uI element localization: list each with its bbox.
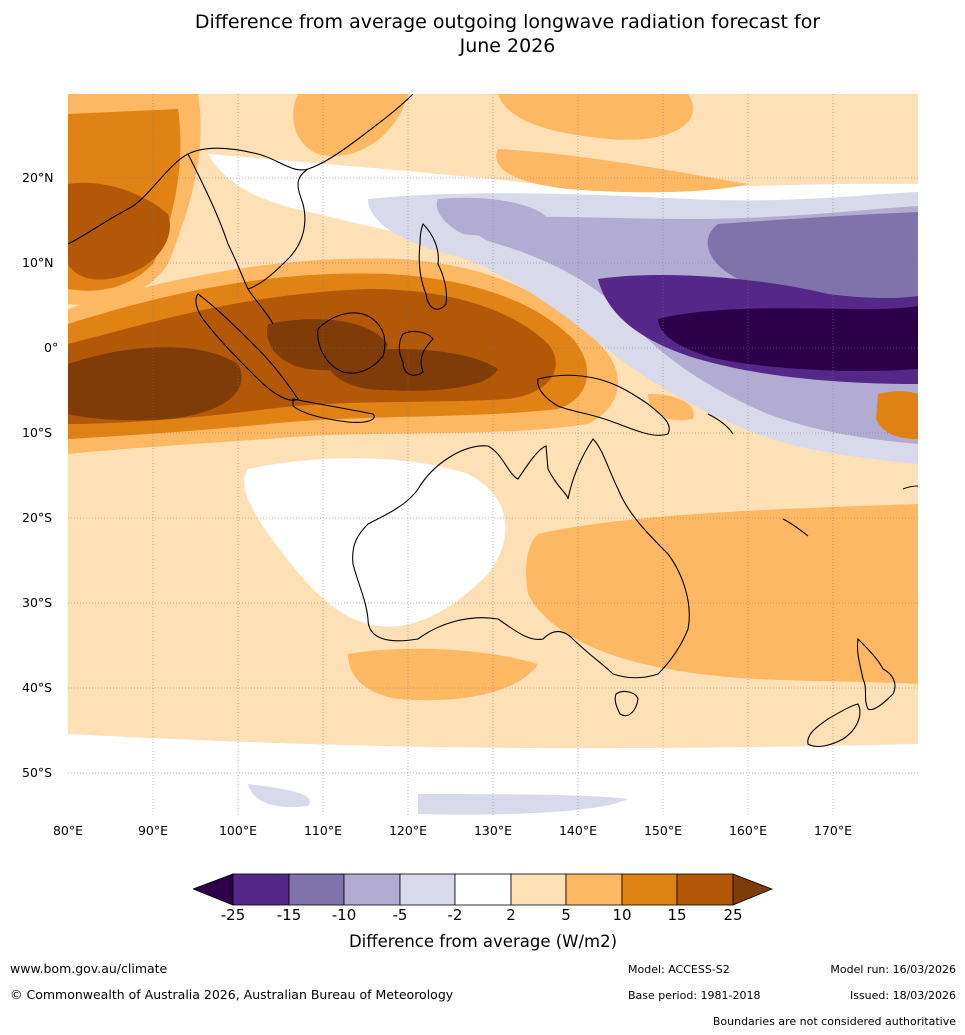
new-guinea-coastline [537, 374, 670, 436]
colorbar [193, 873, 773, 906]
solomon-islands-coastline [707, 413, 734, 435]
colorbar-tick-2: 2 [506, 906, 516, 924]
lon-label-130e: 130°E [473, 823, 512, 838]
graticule [68, 94, 918, 816]
positive-region-northwest-core [68, 182, 170, 280]
lat-label-equator: 0° [44, 340, 59, 355]
colorbar-swatch-m2-2 [454, 873, 512, 906]
negative-region-south-2 [418, 794, 628, 815]
colorbar-tick-m15: -15 [276, 906, 302, 924]
lat-label-20s: 20°S [22, 510, 53, 525]
colorbar-arrow-left [193, 873, 234, 906]
model-run-text: Model run: 16/03/2026 [830, 963, 956, 976]
colorbar-tick-15: 15 [667, 906, 687, 924]
issued-text: Issued: 18/03/2026 [849, 989, 956, 1002]
near-average-region-australia [244, 458, 506, 627]
negative-region-philippine-sea [436, 197, 548, 236]
lat-label-10s: 10°S [22, 425, 53, 440]
tasmania-coastline [614, 690, 639, 717]
new-caledonia-coastline [782, 518, 809, 537]
anomaly-map [68, 94, 918, 816]
indochina-coastline [187, 153, 309, 290]
colorbar-tick-m5: -5 [392, 906, 408, 924]
positive-region-south [348, 648, 538, 701]
lon-label-90e: 90°E [137, 823, 169, 838]
positive-region-north-pacific [498, 94, 694, 140]
lat-label-40s: 40°S [22, 680, 53, 695]
java-coastline [292, 398, 375, 423]
disclaimer-text: Boundaries are not considered authoritat… [712, 1015, 956, 1028]
colorbar-swatch-10-15 [621, 873, 678, 906]
fiji-coastline [902, 485, 918, 490]
new-zealand-north-coastline [856, 637, 896, 711]
base-period-text: Base period: 1981-2018 [628, 989, 761, 1002]
negative-region-pacific-extreme [658, 306, 918, 371]
lon-label-80e: 80°E [52, 823, 84, 838]
philippines-coastline [418, 223, 447, 310]
colorbar-tick-5: 5 [561, 906, 571, 924]
borneo-coastline [317, 312, 386, 374]
negative-region-south-1 [248, 784, 310, 808]
website-link[interactable]: www.bom.gov.au/climate [10, 961, 168, 976]
copyright-text: © Commonwealth of Australia 2026, Austra… [10, 987, 454, 1002]
positive-region-subtropical [496, 149, 748, 193]
lon-label-160e: 160°E [728, 823, 767, 838]
positive-region-southeast [526, 504, 918, 684]
new-zealand-south-coastline [807, 703, 861, 748]
lat-label-30s: 30°S [22, 595, 53, 610]
colorbar-swatch-15-25 [676, 873, 734, 906]
lon-label-120e: 120°E [388, 823, 427, 838]
title-line-2: June 2026 [459, 35, 556, 57]
positive-region-east [876, 391, 918, 439]
colorbar-swatch-m10-m5 [343, 873, 401, 906]
lon-label-140e: 140°E [558, 823, 597, 838]
lon-label-100e: 100°E [218, 823, 257, 838]
colorbar-swatch-m25-m15 [232, 873, 290, 906]
chart-title: Difference from average outgoing longwav… [0, 10, 965, 58]
colorbar-tick-m10: -10 [331, 906, 357, 924]
colorbar-tick-m2: -2 [447, 906, 463, 924]
positive-region-celebes-extreme [327, 349, 498, 391]
lon-label-150e: 150°E [643, 823, 682, 838]
sumatra-coastline [195, 293, 299, 401]
colorbar-tick-m25: -25 [220, 906, 246, 924]
sulawesi-coastline [398, 330, 434, 376]
coastlines [68, 94, 918, 748]
asia-mainland-coastline [68, 94, 414, 245]
colorbar-swatch-2-5 [510, 873, 567, 906]
positive-region-indian-ocean-extreme [68, 347, 242, 421]
lon-label-170e: 170°E [813, 823, 852, 838]
lat-label-20n: 20°N [22, 170, 54, 185]
model-text: Model: ACCESS-S2 [628, 963, 730, 976]
australia-coastline [352, 438, 690, 679]
map-panel[interactable] [68, 94, 918, 816]
colorbar-swatch-5-10 [565, 873, 623, 906]
colorbar-tick-25: 25 [723, 906, 743, 924]
colorbar-tick-10: 10 [612, 906, 632, 924]
positive-region-north-china [293, 94, 408, 156]
colorbar-label: Difference from average (W/m2) [348, 932, 618, 951]
lat-label-10n: 10°N [22, 255, 54, 270]
colorbar-swatch-m5-m2 [399, 873, 456, 906]
colorbar-swatch-m15-m10 [288, 873, 345, 906]
title-line-1: Difference from average outgoing longwav… [194, 11, 821, 33]
lat-label-50s: 50°S [22, 765, 53, 780]
malay-peninsula-coastline [247, 288, 274, 325]
colorbar-arrow-right [732, 873, 773, 906]
lon-label-110e: 110°E [303, 823, 342, 838]
